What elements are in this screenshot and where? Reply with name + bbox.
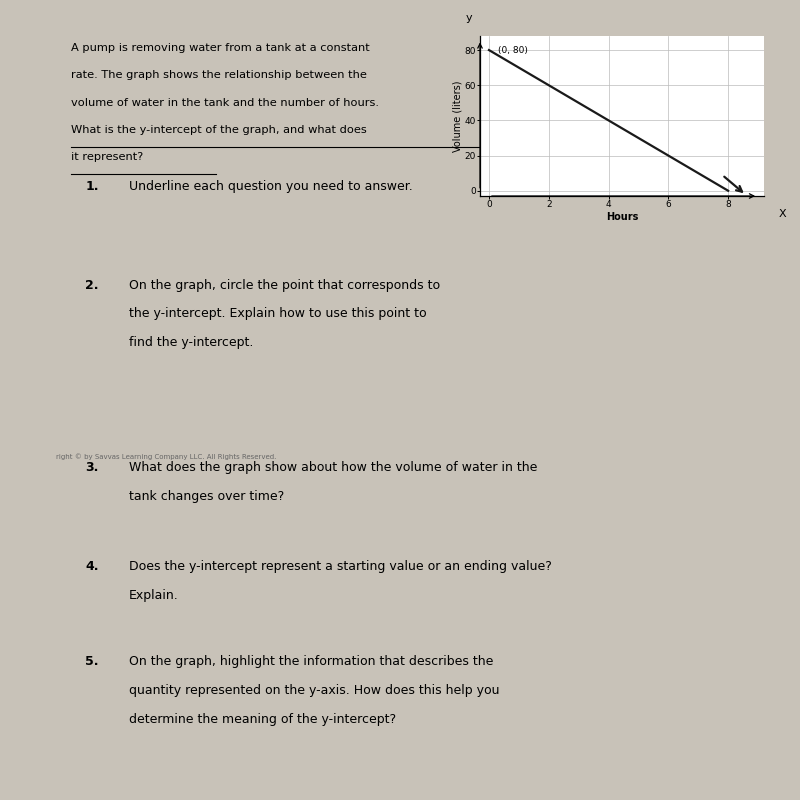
Y-axis label: Volume (liters): Volume (liters) [453,80,463,152]
Text: the y-intercept. Explain how to use this point to: the y-intercept. Explain how to use this… [129,307,426,321]
Text: tank changes over time?: tank changes over time? [129,490,284,503]
Text: Does the y-intercept represent a starting value or an ending value?: Does the y-intercept represent a startin… [129,560,552,573]
Text: A pump is removing water from a tank at a constant: A pump is removing water from a tank at … [70,43,370,53]
Text: find the y-intercept.: find the y-intercept. [129,336,253,350]
Text: What is the y-intercept of the graph, and what does: What is the y-intercept of the graph, an… [70,125,366,135]
Text: 4.: 4. [85,560,98,573]
Text: What does the graph show about how the volume of water in the: What does the graph show about how the v… [129,461,537,474]
Text: X: X [778,209,786,218]
Text: 2.: 2. [85,278,98,291]
Text: 3.: 3. [85,461,98,474]
Text: 1.: 1. [85,180,98,193]
Text: On the graph, circle the point that corresponds to: On the graph, circle the point that corr… [129,278,440,291]
Text: volume of water in the tank and the number of hours.: volume of water in the tank and the numb… [70,98,378,108]
Text: quantity represented on the y-axis. How does this help you: quantity represented on the y-axis. How … [129,684,499,697]
Text: Explain.: Explain. [129,589,178,602]
Text: rate. The graph shows the relationship between the: rate. The graph shows the relationship b… [70,70,366,80]
Text: 5.: 5. [85,654,98,668]
Text: it represent?: it represent? [70,153,143,162]
Text: Underline each question you need to answer.: Underline each question you need to answ… [129,180,413,193]
Text: right © by Savvas Learning Company LLC. All Rights Reserved.: right © by Savvas Learning Company LLC. … [56,454,276,460]
Text: determine the meaning of the y-intercept?: determine the meaning of the y-intercept… [129,713,396,726]
Text: y: y [466,14,472,23]
Text: (0, 80): (0, 80) [498,46,528,54]
X-axis label: Hours: Hours [606,212,638,222]
Text: On the graph, highlight the information that describes the: On the graph, highlight the information … [129,654,493,668]
